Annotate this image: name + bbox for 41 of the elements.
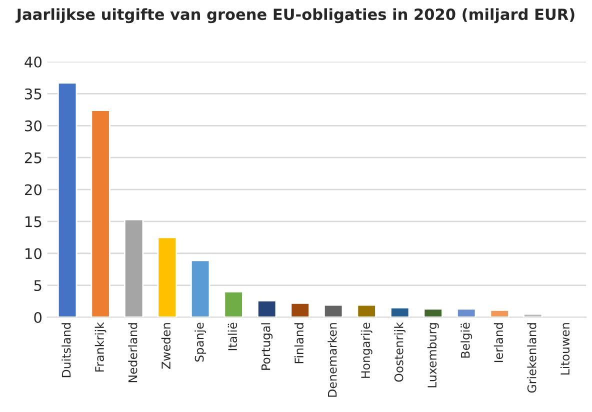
x-tick-label: België (460, 322, 472, 358)
x-tick-label: Finland (294, 323, 304, 364)
x-tick-label: Oostenrijk (394, 322, 406, 382)
bar (423, 308, 443, 318)
x-tick-label: Ierland (494, 323, 504, 362)
x-tick-label: Litouwen (560, 323, 570, 375)
y-tick-label: 25 (25, 152, 42, 164)
x-tick-label: Luxemburg (427, 323, 439, 388)
x-tick-label: Frankrijk (94, 322, 106, 372)
x-tick-label: Hongarije (360, 322, 372, 378)
bar (390, 306, 410, 318)
x-tick-label: Spanje (194, 322, 206, 362)
y-tick-label: 15 (26, 216, 42, 228)
x-tick-label: Denemarken (328, 323, 337, 397)
x-tick-label: Zweden (161, 323, 170, 369)
x-tick-label: Portugal (261, 323, 273, 370)
bar (523, 313, 543, 318)
x-tick-label: Italië (228, 322, 238, 350)
y-tick-label: 30 (25, 120, 42, 132)
y-tick-label: 35 (25, 88, 42, 100)
bar (456, 308, 476, 318)
x-tick-label: Griekenland (527, 323, 536, 393)
bar (157, 236, 177, 318)
bar (356, 304, 376, 318)
bar (57, 82, 78, 318)
bar (490, 310, 510, 318)
y-tick-label: 5 (34, 280, 42, 292)
y-tick-label: 10 (26, 248, 42, 260)
bar (257, 300, 277, 318)
bar (124, 218, 144, 318)
bar (90, 110, 110, 318)
x-tick-label: Duitsland (62, 323, 71, 378)
y-tick-label: 40 (24, 56, 42, 68)
x-tick-label: Nederland (128, 323, 138, 382)
bar (190, 260, 210, 318)
chart-title: Jaarlijkse uitgifte van groene EU-obligaties in 2020 (miljard EUR) (16, 8, 574, 24)
y-tick-label: 0 (34, 312, 42, 323)
bar (324, 304, 344, 318)
bar (290, 302, 310, 318)
y-tick-label: 20 (25, 184, 42, 196)
bar (224, 291, 244, 318)
